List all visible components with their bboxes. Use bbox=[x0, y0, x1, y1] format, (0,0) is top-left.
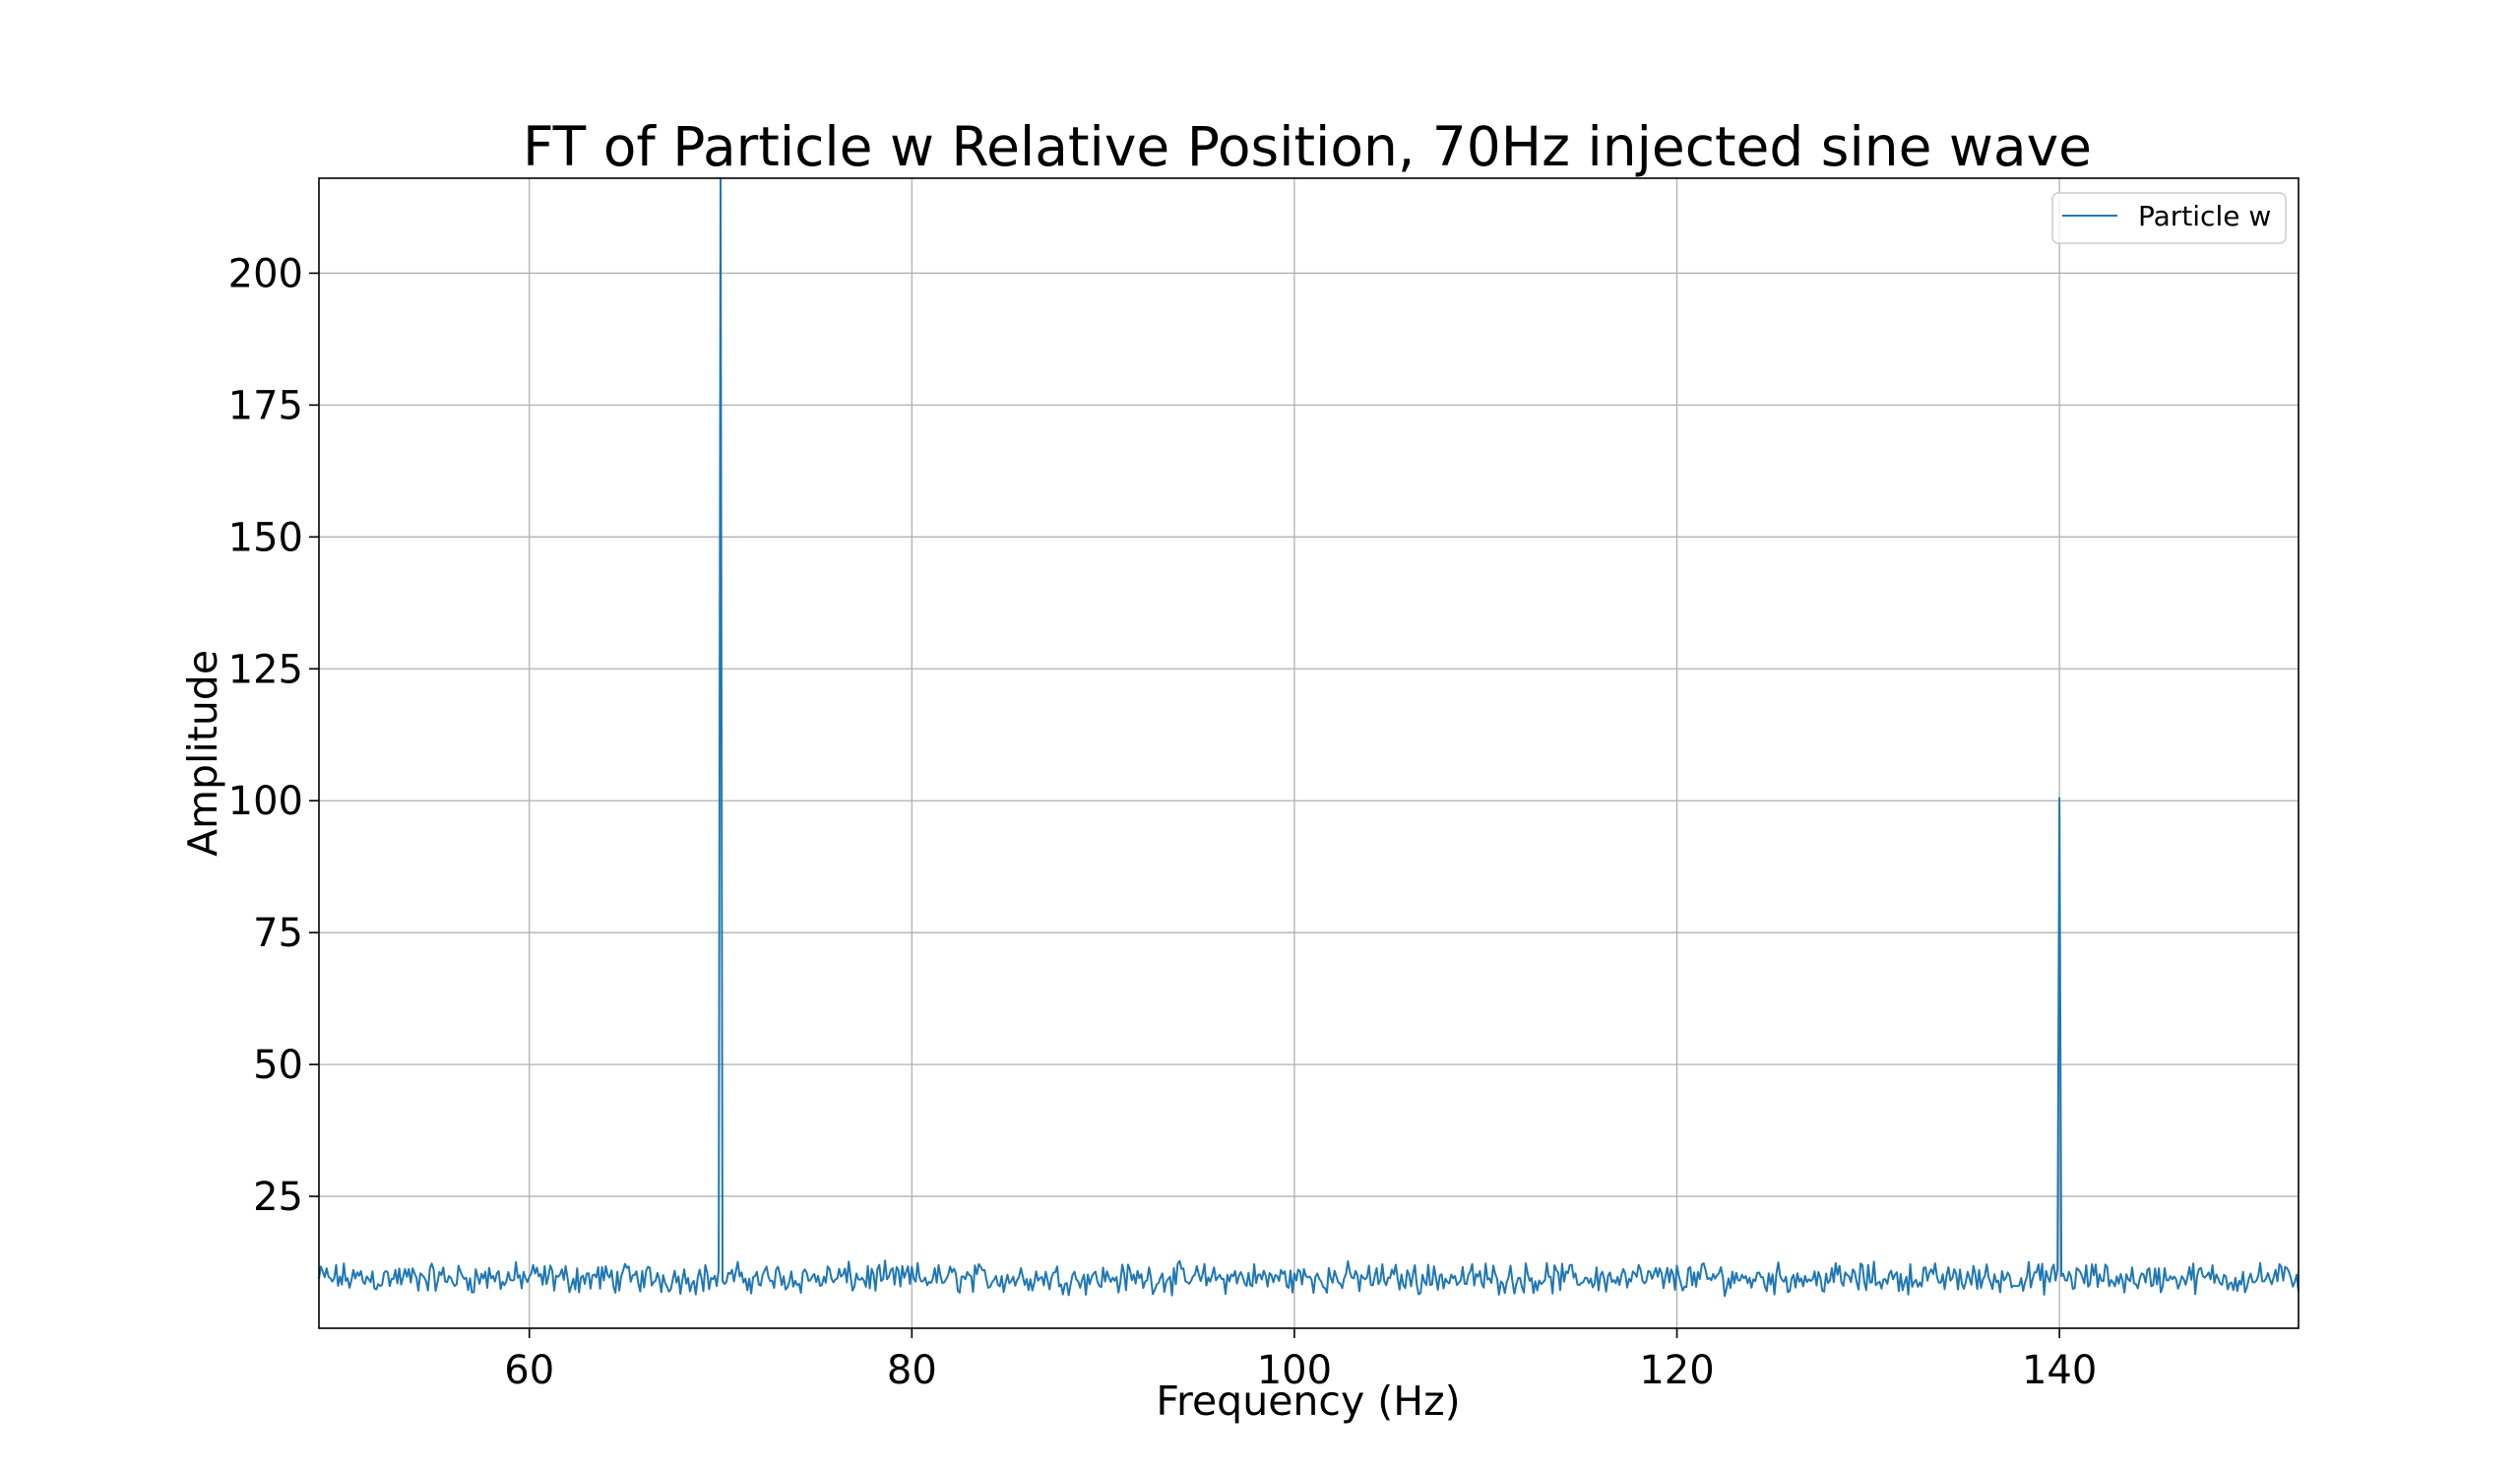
x-tick-label: 80 bbox=[887, 1348, 937, 1393]
series-layer bbox=[318, 177, 2300, 1298]
legend-label-particle-w: Particle w bbox=[2138, 200, 2271, 232]
legend: Particle w bbox=[2051, 192, 2287, 244]
x-tick-label: 60 bbox=[504, 1348, 554, 1393]
y-tick-label: 125 bbox=[228, 647, 303, 692]
chart-title: FT of Particle w Relative Position, 70Hz… bbox=[523, 115, 2092, 178]
x-tick-label: 140 bbox=[2022, 1348, 2097, 1393]
plot-frame bbox=[318, 177, 2300, 1329]
y-tick-label: 75 bbox=[253, 911, 303, 956]
x-axis-title: Frequency (Hz) bbox=[1156, 1377, 1460, 1425]
y-axis-title: Amplitude bbox=[179, 650, 226, 857]
y-tick-label: 50 bbox=[253, 1043, 303, 1088]
series-line-particle-w bbox=[318, 177, 2300, 1298]
y-tick-label: 25 bbox=[253, 1175, 303, 1220]
grid-lines bbox=[319, 178, 2299, 1328]
y-tick-label: 175 bbox=[228, 383, 303, 428]
x-tick-label: 120 bbox=[1639, 1348, 1714, 1393]
y-axis: 25 50 75 100 125 150 175 200 bbox=[228, 251, 319, 1220]
x-axis: 60 80 100 120 140 bbox=[504, 1328, 2097, 1393]
x-tick-label: 100 bbox=[1257, 1348, 1332, 1393]
y-tick-label: 150 bbox=[228, 515, 303, 560]
y-tick-label: 200 bbox=[228, 251, 303, 296]
y-tick-label: 100 bbox=[228, 779, 303, 824]
legend-box bbox=[2051, 192, 2287, 244]
